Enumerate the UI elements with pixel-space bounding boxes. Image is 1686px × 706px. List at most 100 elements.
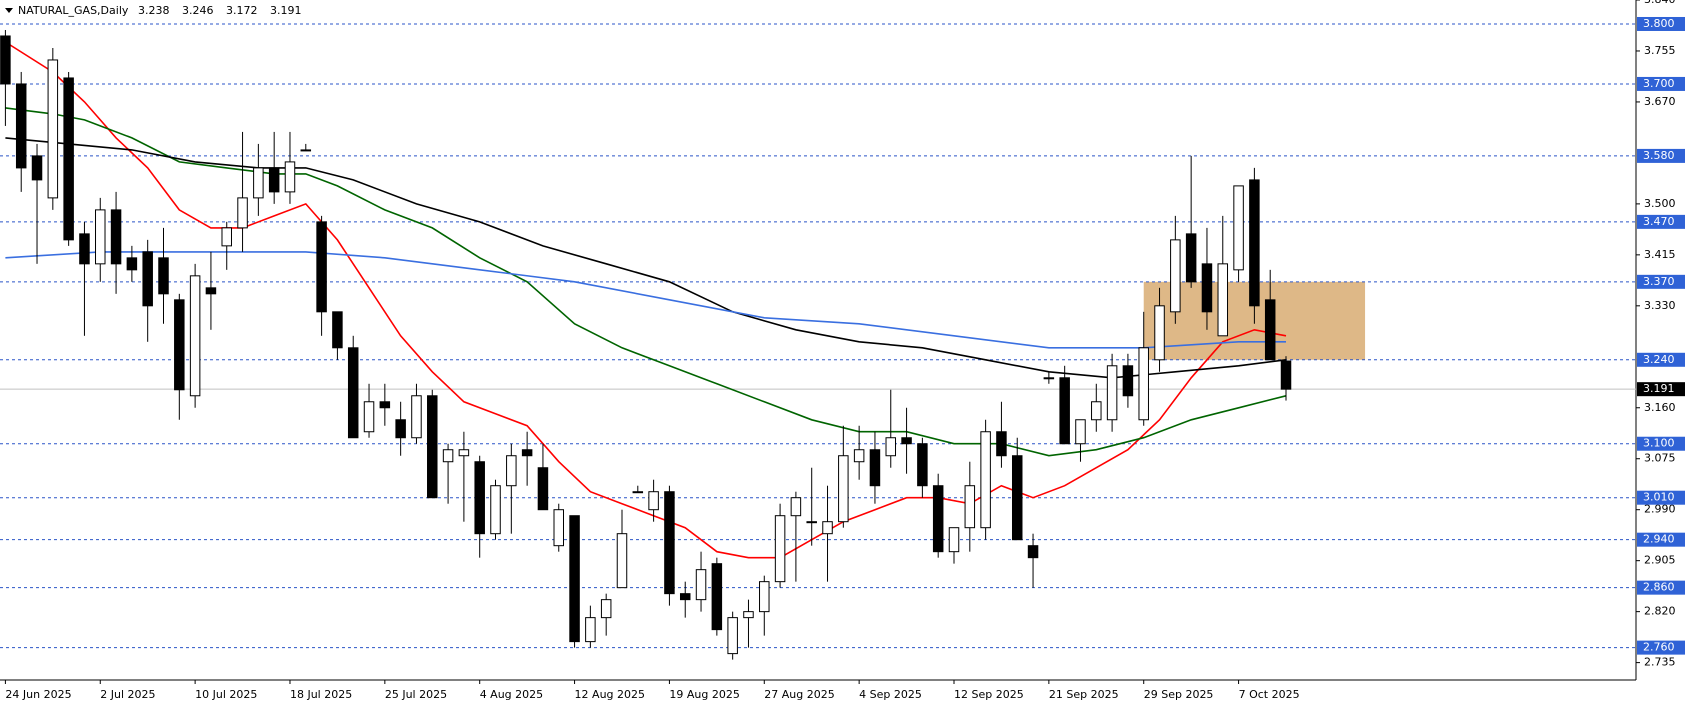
candle-body	[901, 437, 912, 445]
candle-body	[268, 167, 280, 193]
x-tick-label: 4 Sep 2025	[859, 688, 922, 701]
x-tick-label: 4 Aug 2025	[480, 688, 543, 701]
header-value: 3.172	[226, 4, 258, 17]
menu-triangle[interactable]	[5, 8, 13, 13]
level-tag	[1637, 640, 1685, 655]
candle-body	[506, 455, 517, 487]
x-tick-label: 12 Sep 2025	[954, 688, 1024, 701]
candle-body	[853, 449, 865, 463]
y-tick-label: 3.330	[1644, 299, 1676, 312]
candle-body	[442, 449, 454, 463]
candle-body	[63, 77, 74, 241]
candle-body	[332, 311, 343, 349]
candle-body	[1106, 365, 1118, 421]
candle-body	[411, 395, 422, 439]
y-tick-label: 2.905	[1644, 554, 1676, 567]
y-tick-label: 3.500	[1644, 197, 1676, 210]
level-label: 3.010	[1643, 491, 1675, 504]
chart-title: NATURAL_GAS,Daily	[18, 4, 129, 17]
candle-body	[743, 611, 754, 619]
candle-body	[790, 497, 802, 517]
level-label: 2.760	[1643, 641, 1675, 654]
level-tag	[1637, 532, 1685, 547]
level-tag	[1637, 490, 1685, 505]
candle-body	[490, 485, 501, 535]
candle-body	[1233, 185, 1244, 271]
level-label: 3.470	[1643, 215, 1675, 228]
level-tag	[1637, 352, 1685, 367]
x-tick-label: 18 Jul 2025	[290, 688, 352, 701]
y-tick-label: 3.415	[1644, 248, 1676, 261]
last-price-tag	[1637, 382, 1685, 397]
candle-body	[1170, 239, 1181, 313]
candle-body	[964, 485, 976, 529]
candle-body	[126, 257, 138, 271]
x-tick-label: 19 Aug 2025	[669, 688, 739, 701]
candle-body	[142, 251, 153, 307]
level-label: 3.240	[1643, 353, 1675, 366]
candle-body	[300, 149, 312, 152]
candle-body	[679, 593, 691, 601]
x-tick-label: 10 Jul 2025	[195, 688, 257, 701]
level-label: 3.700	[1643, 77, 1675, 90]
y-tick-label: 2.820	[1644, 605, 1676, 618]
candle-body	[95, 209, 106, 265]
candle-body	[838, 455, 849, 523]
candle-body	[1154, 305, 1165, 361]
candle-body	[727, 617, 738, 655]
ma-line	[5, 107, 1287, 457]
x-tick-label: 2 Jul 2025	[100, 688, 155, 701]
y-tick-label: 2.735	[1644, 656, 1676, 669]
y-tick-label: 3.755	[1644, 44, 1676, 57]
candle-body	[632, 491, 644, 494]
header-value: 3.191	[270, 4, 302, 17]
candle-body	[79, 233, 90, 265]
y-tick-label: 3.670	[1644, 95, 1676, 108]
candle-body	[1122, 365, 1134, 397]
candle-body	[205, 287, 217, 295]
candle-body	[553, 509, 564, 547]
level-tag	[1637, 436, 1685, 451]
candle-body	[395, 419, 406, 439]
ma-line	[5, 137, 1287, 379]
level-tag	[1637, 214, 1685, 229]
candle-body	[221, 227, 232, 247]
candle-body	[253, 167, 264, 199]
candle-body	[1027, 545, 1039, 559]
candle-body	[711, 563, 723, 631]
level-label: 3.580	[1643, 149, 1675, 162]
candle-body	[1264, 299, 1276, 361]
candle-body	[458, 449, 470, 457]
candle-body	[1043, 377, 1055, 380]
candle-body	[569, 515, 580, 643]
candle-body	[110, 209, 122, 265]
x-tick-label: 7 Oct 2025	[1239, 688, 1300, 701]
candle-body	[284, 161, 296, 193]
candle-body	[31, 155, 43, 181]
candle-body	[1185, 233, 1197, 283]
x-tick-label: 29 Sep 2025	[1144, 688, 1214, 701]
level-tag	[1637, 76, 1685, 91]
candle-body	[189, 275, 201, 397]
candle-body	[1075, 419, 1086, 445]
candle-body	[600, 599, 612, 619]
level-label: 3.800	[1643, 17, 1675, 30]
candle-body	[885, 437, 897, 457]
y-tick-label: 3.160	[1644, 401, 1676, 414]
candle-body	[316, 221, 327, 313]
candle-body	[1217, 263, 1229, 337]
candle-body	[695, 569, 707, 601]
candle-body	[237, 197, 248, 229]
y-tick-label: 2.990	[1644, 503, 1676, 516]
candle-body	[474, 461, 485, 535]
candle-body	[1091, 401, 1102, 421]
candle-body	[759, 581, 770, 613]
level-tag	[1637, 16, 1685, 31]
candle-body	[521, 449, 533, 457]
candle-body	[1201, 263, 1213, 313]
candle-body	[1059, 377, 1070, 445]
candle-body	[932, 485, 944, 553]
candle-body	[664, 491, 675, 595]
